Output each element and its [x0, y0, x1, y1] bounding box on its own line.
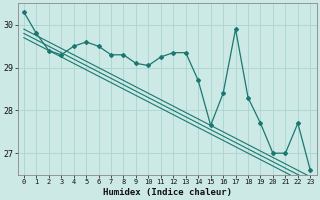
X-axis label: Humidex (Indice chaleur): Humidex (Indice chaleur): [103, 188, 232, 197]
